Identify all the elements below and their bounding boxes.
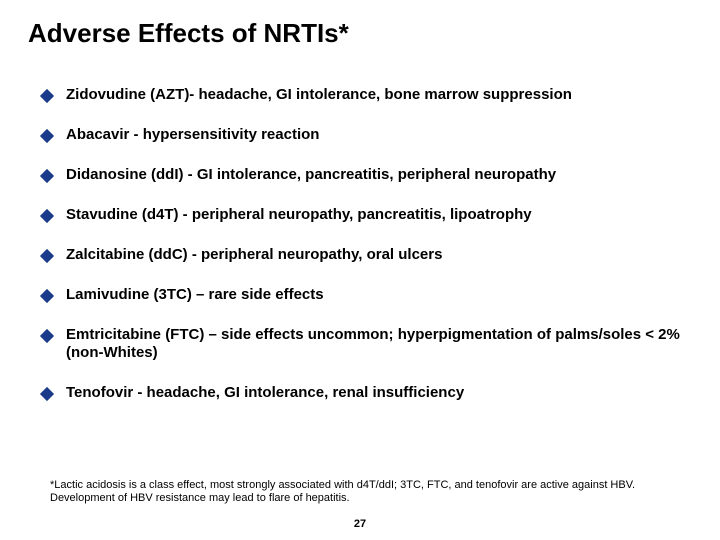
slide: Adverse Effects of NRTIs* Zidovudine (AZ… — [0, 0, 720, 540]
diamond-icon — [40, 387, 54, 401]
diamond-icon — [40, 249, 54, 263]
list-item: Zidovudine (AZT)- headache, GI intoleran… — [42, 86, 690, 104]
diamond-icon — [40, 209, 54, 223]
bullet-text: Emtricitabine (FTC) – side effects uncom… — [66, 326, 690, 362]
bullet-text: Abacavir - hypersensitivity reaction — [66, 126, 319, 144]
diamond-icon — [40, 329, 54, 343]
diamond-icon — [40, 289, 54, 303]
bullet-text: Tenofovir - headache, GI intolerance, re… — [66, 384, 464, 402]
list-item: Lamivudine (3TC) – rare side effects — [42, 286, 690, 304]
page-number: 27 — [0, 518, 720, 530]
bullet-list: Zidovudine (AZT)- headache, GI intoleran… — [42, 86, 690, 424]
diamond-icon — [40, 169, 54, 183]
list-item: Zalcitabine (ddC) - peripheral neuropath… — [42, 246, 690, 264]
list-item: Abacavir - hypersensitivity reaction — [42, 126, 690, 144]
bullet-text: Stavudine (d4T) - peripheral neuropathy,… — [66, 206, 532, 224]
list-item: Didanosine (ddI) - GI intolerance, pancr… — [42, 166, 690, 184]
diamond-icon — [40, 129, 54, 143]
slide-title: Adverse Effects of NRTIs* — [28, 18, 692, 49]
bullet-text: Zalcitabine (ddC) - peripheral neuropath… — [66, 246, 442, 264]
list-item: Emtricitabine (FTC) – side effects uncom… — [42, 326, 690, 362]
list-item: Stavudine (d4T) - peripheral neuropathy,… — [42, 206, 690, 224]
bullet-text: Zidovudine (AZT)- headache, GI intoleran… — [66, 86, 572, 104]
list-item: Tenofovir - headache, GI intolerance, re… — [42, 384, 690, 402]
bullet-text: Lamivudine (3TC) – rare side effects — [66, 286, 324, 304]
bullet-text: Didanosine (ddI) - GI intolerance, pancr… — [66, 166, 556, 184]
footnote-text: *Lactic acidosis is a class effect, most… — [50, 479, 670, 507]
diamond-icon — [40, 89, 54, 103]
